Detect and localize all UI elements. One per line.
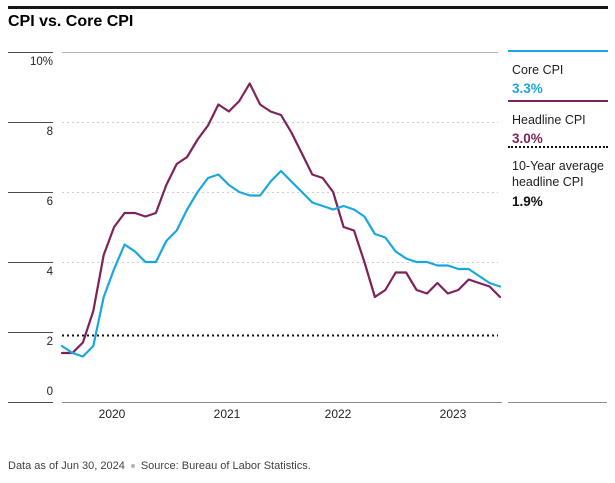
legend-value-headline-cpi: 3.0%	[512, 131, 543, 147]
headline-cpi-line	[60, 82, 502, 355]
footer: Data as of Jun 30, 2024 Source: Bureau o…	[8, 460, 311, 472]
footer-separator-dot-icon	[130, 464, 135, 468]
page-title: CPI vs. Core CPI	[8, 13, 134, 30]
top-divider-rule	[8, 6, 608, 9]
y-axis-label-6: 6	[46, 196, 53, 208]
legend-value-10yr-average: 1.9%	[512, 193, 543, 209]
y-axis-label-4: 4	[46, 266, 53, 278]
y-axis-label-2: 2	[46, 336, 53, 348]
y-axis-label-0: 0	[46, 386, 53, 398]
core-cpi-line	[60, 169, 502, 358]
legend-item-10yr-average: 10-Year average headline CPI 1.9%	[508, 146, 608, 209]
x-axis-label-2023: 2023	[439, 407, 467, 421]
legend-label-10yr-average: 10-Year average headline CPI	[512, 159, 604, 190]
x-axis-label-2022: 2022	[324, 407, 352, 421]
y-axis-label-10: 10%	[29, 56, 53, 68]
x-axis-label-2020: 2020	[98, 407, 126, 421]
footer-source: Source: Bureau of Labor Statistics.	[140, 460, 311, 472]
legend-value-core-cpi: 3.3%	[512, 81, 543, 97]
x-axis-label-2021: 2021	[213, 407, 241, 421]
legend-item-core-cpi: Core CPI 3.3%	[508, 50, 608, 96]
footer-data-as-of: Data as of Jun 30, 2024	[8, 460, 125, 472]
y-axis-label-8: 8	[46, 126, 53, 138]
legend-label-headline-cpi: Headline CPI	[512, 113, 586, 127]
legend-item-headline-cpi: Headline CPI 3.0%	[508, 100, 608, 146]
legend-label-core-cpi: Core CPI	[512, 63, 564, 77]
